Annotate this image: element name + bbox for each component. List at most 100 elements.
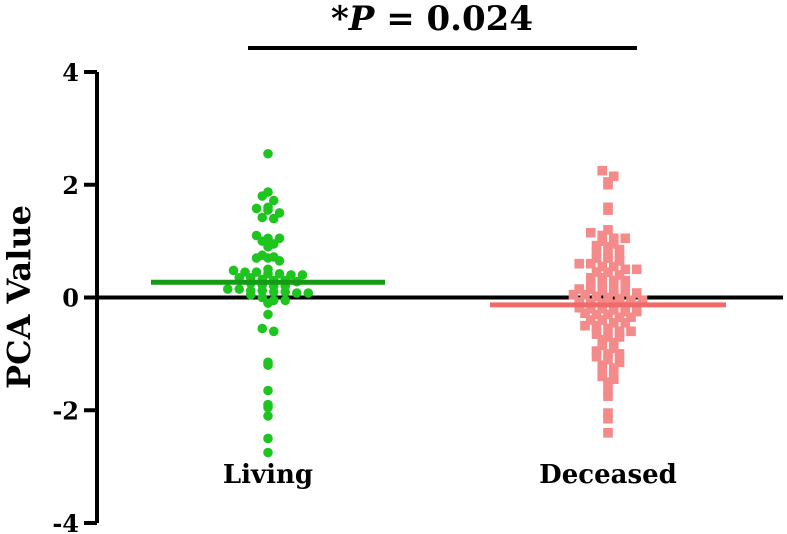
- data-point-deceased: [591, 329, 602, 339]
- data-point-deceased: [608, 343, 619, 354]
- data-point-deceased: [620, 275, 631, 286]
- data-point-deceased: [591, 320, 602, 331]
- category-label-living: Living: [223, 460, 313, 490]
- data-point-deceased: [568, 289, 579, 300]
- data-point-deceased: [591, 240, 602, 251]
- data-point-deceased: [597, 334, 608, 345]
- data-point-deceased: [574, 258, 585, 269]
- data-point-deceased: [608, 374, 619, 385]
- data-point-deceased: [614, 312, 625, 323]
- chart-title: *P = 0.024: [331, 0, 533, 39]
- data-point-deceased: [603, 323, 613, 334]
- data-point-living: [268, 195, 279, 206]
- data-point-deceased: [631, 288, 642, 298]
- data-point-living: [263, 233, 273, 244]
- data-point-deceased: [614, 270, 625, 280]
- data-point-living: [263, 402, 273, 413]
- data-point-deceased: [608, 281, 619, 292]
- data-point-deceased: [603, 385, 613, 396]
- data-point-deceased: [591, 267, 602, 277]
- data-point-living: [263, 447, 273, 458]
- data-point-living: [268, 326, 279, 337]
- data-point-deceased: [608, 233, 619, 244]
- data-point-living: [274, 208, 285, 218]
- data-point-living: [251, 203, 262, 214]
- data-point-deceased: [608, 171, 619, 182]
- data-point-deceased: [603, 177, 613, 187]
- data-point-deceased: [603, 349, 613, 359]
- data-point-deceased: [597, 365, 608, 376]
- data-point-deceased: [591, 309, 602, 320]
- data-point-deceased: [608, 368, 619, 379]
- data-point-living: [286, 270, 296, 280]
- data-point-deceased: [603, 309, 613, 320]
- data-point-living: [263, 202, 273, 213]
- data-point-living: [257, 323, 268, 334]
- data-point-deceased: [591, 291, 602, 302]
- data-point-deceased: [603, 391, 613, 401]
- data-point-deceased: [597, 315, 608, 325]
- data-point-deceased: [591, 346, 602, 356]
- data-point-deceased: [608, 318, 619, 328]
- data-point-deceased: [580, 289, 590, 300]
- data-point-deceased: [597, 165, 608, 176]
- data-point-deceased: [620, 306, 631, 317]
- data-point-deceased: [608, 261, 619, 272]
- data-point-living: [251, 230, 262, 241]
- data-point-deceased: [620, 318, 631, 328]
- data-point-deceased: [585, 272, 596, 283]
- data-point-deceased: [580, 308, 590, 319]
- data-point-deceased: [603, 250, 613, 261]
- chart-title-star: *: [331, 0, 349, 39]
- data-point-deceased: [597, 371, 608, 382]
- data-point-deceased: [620, 281, 631, 292]
- data-point-deceased: [608, 337, 619, 348]
- data-point-deceased: [603, 354, 613, 365]
- y-tick-label: 2: [62, 171, 79, 200]
- data-point-living: [263, 187, 273, 197]
- data-point-deceased: [574, 284, 585, 294]
- data-point-deceased: [608, 305, 619, 315]
- category-labels: Living Deceased: [223, 460, 677, 490]
- data-point-deceased: [614, 357, 625, 368]
- data-point-deceased: [614, 326, 625, 337]
- data-point-living: [291, 288, 302, 298]
- data-point-deceased: [585, 284, 596, 294]
- data-point-deceased: [585, 315, 596, 325]
- data-point-deceased: [603, 332, 613, 342]
- data-point-deceased: [597, 285, 608, 296]
- mean-lines: [151, 279, 726, 308]
- data-point-deceased: [603, 225, 613, 235]
- data-point-living: [222, 284, 233, 294]
- data-point-deceased: [574, 302, 585, 313]
- data-point-deceased: [620, 287, 631, 297]
- data-point-living: [263, 309, 273, 320]
- data-point-living: [245, 285, 256, 296]
- y-tick-label: -2: [52, 396, 79, 425]
- data-point-deceased: [585, 227, 596, 238]
- data-point-living: [263, 264, 273, 275]
- data-point-deceased: [580, 320, 590, 331]
- y-tick-label: 0: [62, 284, 79, 313]
- data-point-deceased: [603, 408, 613, 418]
- data-point-deceased: [614, 293, 625, 304]
- data-point-deceased: [597, 278, 608, 289]
- data-point-living: [263, 298, 273, 308]
- y-axis-label: PCA Value: [0, 205, 38, 389]
- data-point-deceased: [597, 340, 608, 351]
- y-tick-label: -4: [52, 509, 79, 534]
- data-point-deceased: [585, 278, 596, 289]
- data-point-living: [263, 433, 273, 444]
- data-point-living: [268, 252, 279, 262]
- data-point-deceased: [620, 264, 631, 275]
- data-point-deceased: [637, 295, 648, 306]
- data-point-deceased: [631, 306, 642, 317]
- data-point-living: [257, 212, 268, 223]
- data-point-living: [240, 267, 250, 277]
- y-axis: 4 2 0 -2 -4: [52, 58, 99, 534]
- data-point-living: [257, 250, 268, 261]
- data-point-living: [263, 148, 273, 159]
- data-point-deceased: [597, 236, 608, 246]
